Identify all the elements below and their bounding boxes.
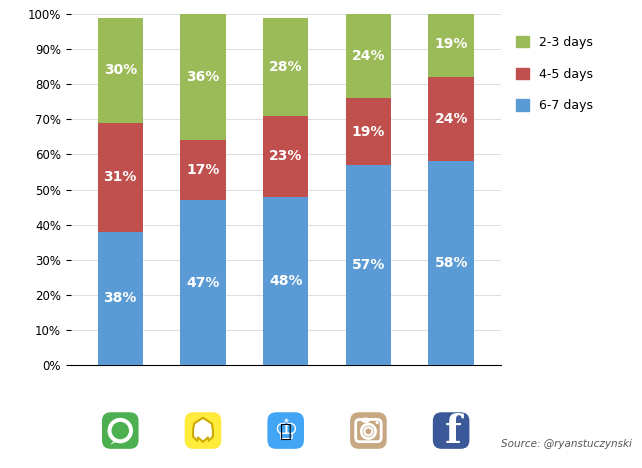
- Legend: 2-3 days, 4-5 days, 6-7 days: 2-3 days, 4-5 days, 6-7 days: [511, 31, 598, 117]
- Bar: [180, 140, 226, 200]
- FancyBboxPatch shape: [185, 412, 221, 449]
- Bar: [263, 17, 308, 116]
- Bar: [428, 77, 474, 161]
- Bar: [263, 116, 308, 197]
- Text: 19%: 19%: [352, 124, 385, 139]
- Text: 🐦: 🐦: [280, 422, 291, 441]
- Text: f: f: [444, 413, 461, 451]
- FancyBboxPatch shape: [433, 412, 469, 449]
- Circle shape: [107, 418, 133, 443]
- Text: 24%: 24%: [352, 49, 385, 63]
- Text: 47%: 47%: [186, 276, 220, 290]
- Circle shape: [376, 421, 379, 424]
- Text: ♔: ♔: [273, 417, 298, 445]
- Text: 23%: 23%: [269, 149, 302, 163]
- Bar: [98, 232, 143, 365]
- FancyBboxPatch shape: [102, 412, 139, 449]
- Bar: [428, 10, 474, 77]
- Text: 38%: 38%: [103, 292, 137, 305]
- Bar: [98, 17, 143, 123]
- FancyBboxPatch shape: [350, 412, 386, 449]
- Text: 31%: 31%: [103, 170, 137, 184]
- Bar: [98, 123, 143, 232]
- Text: 19%: 19%: [435, 37, 468, 51]
- Bar: [345, 98, 391, 165]
- Text: 58%: 58%: [435, 256, 468, 270]
- Bar: [428, 161, 474, 365]
- Text: 36%: 36%: [186, 70, 220, 84]
- Bar: [180, 200, 226, 365]
- Polygon shape: [193, 418, 213, 442]
- Text: 57%: 57%: [352, 258, 385, 272]
- FancyBboxPatch shape: [267, 412, 304, 449]
- Text: 17%: 17%: [186, 163, 220, 177]
- Text: 30%: 30%: [103, 63, 137, 77]
- Circle shape: [112, 422, 129, 439]
- Bar: [345, 14, 391, 98]
- Text: 28%: 28%: [269, 60, 302, 73]
- Bar: [345, 165, 391, 365]
- Text: 24%: 24%: [435, 112, 468, 126]
- Bar: [180, 14, 226, 140]
- Bar: [263, 197, 308, 365]
- Text: 48%: 48%: [269, 274, 302, 288]
- Text: Source: @ryanstuczynski: Source: @ryanstuczynski: [501, 439, 632, 449]
- Polygon shape: [110, 441, 118, 445]
